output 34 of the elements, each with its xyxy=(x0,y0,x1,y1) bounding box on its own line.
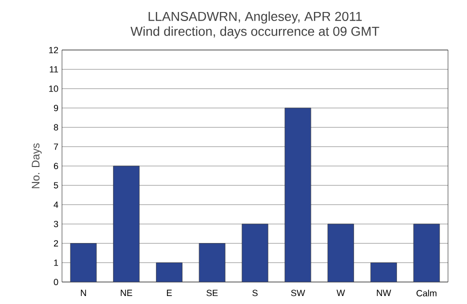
y-tick-label: 9 xyxy=(54,104,58,112)
y-tick-label: 5 xyxy=(54,182,58,188)
y-axis-title: No. Days xyxy=(32,143,42,188)
y-tick-label: 12 xyxy=(49,46,58,54)
x-tick-label: SW xyxy=(291,290,306,296)
y-tick-label: 1 xyxy=(54,260,58,266)
x-tick-label: NW xyxy=(376,290,392,296)
x-tick-label: Calm xyxy=(416,290,436,296)
y-tick-label: 0 xyxy=(54,278,58,286)
bar xyxy=(156,262,182,282)
bar xyxy=(328,224,354,282)
x-tick-label: NE xyxy=(120,290,132,296)
y-tick-label: 11 xyxy=(50,66,58,72)
bar xyxy=(284,108,311,282)
x-tick-label: E xyxy=(166,290,172,296)
x-tick-label: N xyxy=(80,290,86,296)
bar xyxy=(199,243,226,282)
x-tick-label: S xyxy=(252,290,258,296)
x-tick-label: W xyxy=(336,290,345,296)
y-tick-label: 10 xyxy=(49,85,58,92)
x-tick-label: SE xyxy=(206,290,218,296)
bar xyxy=(413,224,440,282)
chart-title: LLANSADWRN, Anglesey, APR 2011 xyxy=(148,11,362,24)
bar xyxy=(370,262,397,282)
y-tick-label: 6 xyxy=(54,162,58,170)
y-tick-label: 7 xyxy=(54,144,58,150)
y-tick-label: 3 xyxy=(54,220,58,228)
bar xyxy=(70,243,96,282)
bar xyxy=(113,166,140,282)
y-tick-label: 8 xyxy=(54,124,58,131)
chart-subtitle: Wind direction, days occurrence at 09 GMT xyxy=(130,26,380,38)
y-tick-label: 2 xyxy=(54,240,58,246)
y-tick-label: 4 xyxy=(54,202,58,208)
bar xyxy=(242,224,268,282)
